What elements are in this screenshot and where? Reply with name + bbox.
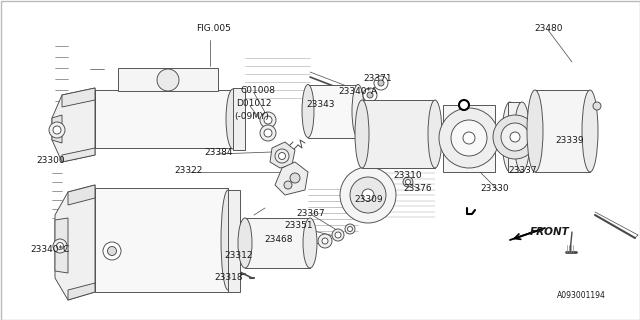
Text: FRONT: FRONT <box>530 227 570 237</box>
Circle shape <box>260 112 276 128</box>
Text: 23371: 23371 <box>363 74 392 83</box>
Circle shape <box>493 115 537 159</box>
Circle shape <box>335 232 341 238</box>
Ellipse shape <box>355 100 369 168</box>
Polygon shape <box>245 218 310 268</box>
Ellipse shape <box>352 84 364 138</box>
Circle shape <box>350 177 386 213</box>
Text: (-09MY): (-09MY) <box>234 111 269 121</box>
Circle shape <box>362 189 374 201</box>
Ellipse shape <box>302 84 314 138</box>
Polygon shape <box>308 85 358 138</box>
Polygon shape <box>52 115 62 143</box>
Circle shape <box>264 129 272 137</box>
Polygon shape <box>62 148 95 162</box>
Polygon shape <box>95 90 235 148</box>
Text: 23340*A: 23340*A <box>338 86 377 95</box>
Ellipse shape <box>221 190 235 290</box>
Circle shape <box>49 122 65 138</box>
Circle shape <box>290 173 300 183</box>
Polygon shape <box>68 283 95 300</box>
Text: C01008: C01008 <box>240 85 275 94</box>
Circle shape <box>103 242 121 260</box>
Text: 23322: 23322 <box>174 165 202 174</box>
Text: FIG.005: FIG.005 <box>196 23 231 33</box>
Polygon shape <box>62 88 95 107</box>
Text: 23384: 23384 <box>204 148 232 156</box>
Text: 23468: 23468 <box>264 236 292 244</box>
Polygon shape <box>55 218 68 273</box>
Text: 23310: 23310 <box>393 171 422 180</box>
Circle shape <box>53 239 67 253</box>
Ellipse shape <box>582 90 598 172</box>
Polygon shape <box>508 102 522 172</box>
Ellipse shape <box>238 218 252 268</box>
Circle shape <box>260 125 276 141</box>
Text: 23480: 23480 <box>534 23 563 33</box>
Circle shape <box>53 126 61 134</box>
Circle shape <box>264 116 272 124</box>
Text: 23376: 23376 <box>403 183 431 193</box>
Text: 23351: 23351 <box>284 221 312 230</box>
Text: 23330: 23330 <box>480 183 509 193</box>
Circle shape <box>318 234 332 248</box>
Polygon shape <box>362 100 435 168</box>
Circle shape <box>278 153 285 159</box>
Circle shape <box>108 246 116 255</box>
Circle shape <box>439 108 499 168</box>
Polygon shape <box>52 88 95 162</box>
Polygon shape <box>275 162 308 195</box>
Circle shape <box>332 229 344 241</box>
Circle shape <box>348 227 353 231</box>
Circle shape <box>406 180 410 185</box>
Circle shape <box>340 167 396 223</box>
Circle shape <box>510 132 520 142</box>
Polygon shape <box>443 105 495 172</box>
Polygon shape <box>233 88 245 150</box>
Ellipse shape <box>226 89 240 149</box>
Circle shape <box>322 238 328 244</box>
Text: 23318: 23318 <box>214 274 243 283</box>
Text: 23309: 23309 <box>354 196 383 204</box>
Text: 23367: 23367 <box>296 209 324 218</box>
Circle shape <box>345 224 355 234</box>
Ellipse shape <box>303 218 317 268</box>
Circle shape <box>56 243 63 250</box>
Polygon shape <box>118 68 218 91</box>
Ellipse shape <box>502 102 518 172</box>
Text: D01012: D01012 <box>236 99 271 108</box>
Polygon shape <box>270 142 295 168</box>
Circle shape <box>374 76 388 90</box>
Circle shape <box>367 92 373 98</box>
Polygon shape <box>95 188 228 292</box>
Text: 23337: 23337 <box>508 165 536 174</box>
Text: A093001194: A093001194 <box>557 292 606 300</box>
Circle shape <box>451 120 487 156</box>
Text: 23300: 23300 <box>36 156 65 164</box>
Text: 23343: 23343 <box>306 100 335 108</box>
Polygon shape <box>68 185 95 205</box>
Circle shape <box>275 149 289 163</box>
Text: 23340*C: 23340*C <box>30 245 69 254</box>
Circle shape <box>593 102 601 110</box>
Circle shape <box>463 132 475 144</box>
Ellipse shape <box>527 90 543 172</box>
Ellipse shape <box>428 100 442 168</box>
Circle shape <box>157 69 179 91</box>
Circle shape <box>459 100 469 110</box>
Ellipse shape <box>514 102 530 172</box>
Polygon shape <box>55 185 95 300</box>
Text: 23312: 23312 <box>224 251 253 260</box>
Text: 23339: 23339 <box>555 135 584 145</box>
Polygon shape <box>228 190 240 292</box>
Circle shape <box>403 177 413 187</box>
Circle shape <box>501 123 529 151</box>
Circle shape <box>363 88 377 102</box>
Circle shape <box>284 181 292 189</box>
Polygon shape <box>535 90 590 172</box>
Circle shape <box>378 80 384 86</box>
